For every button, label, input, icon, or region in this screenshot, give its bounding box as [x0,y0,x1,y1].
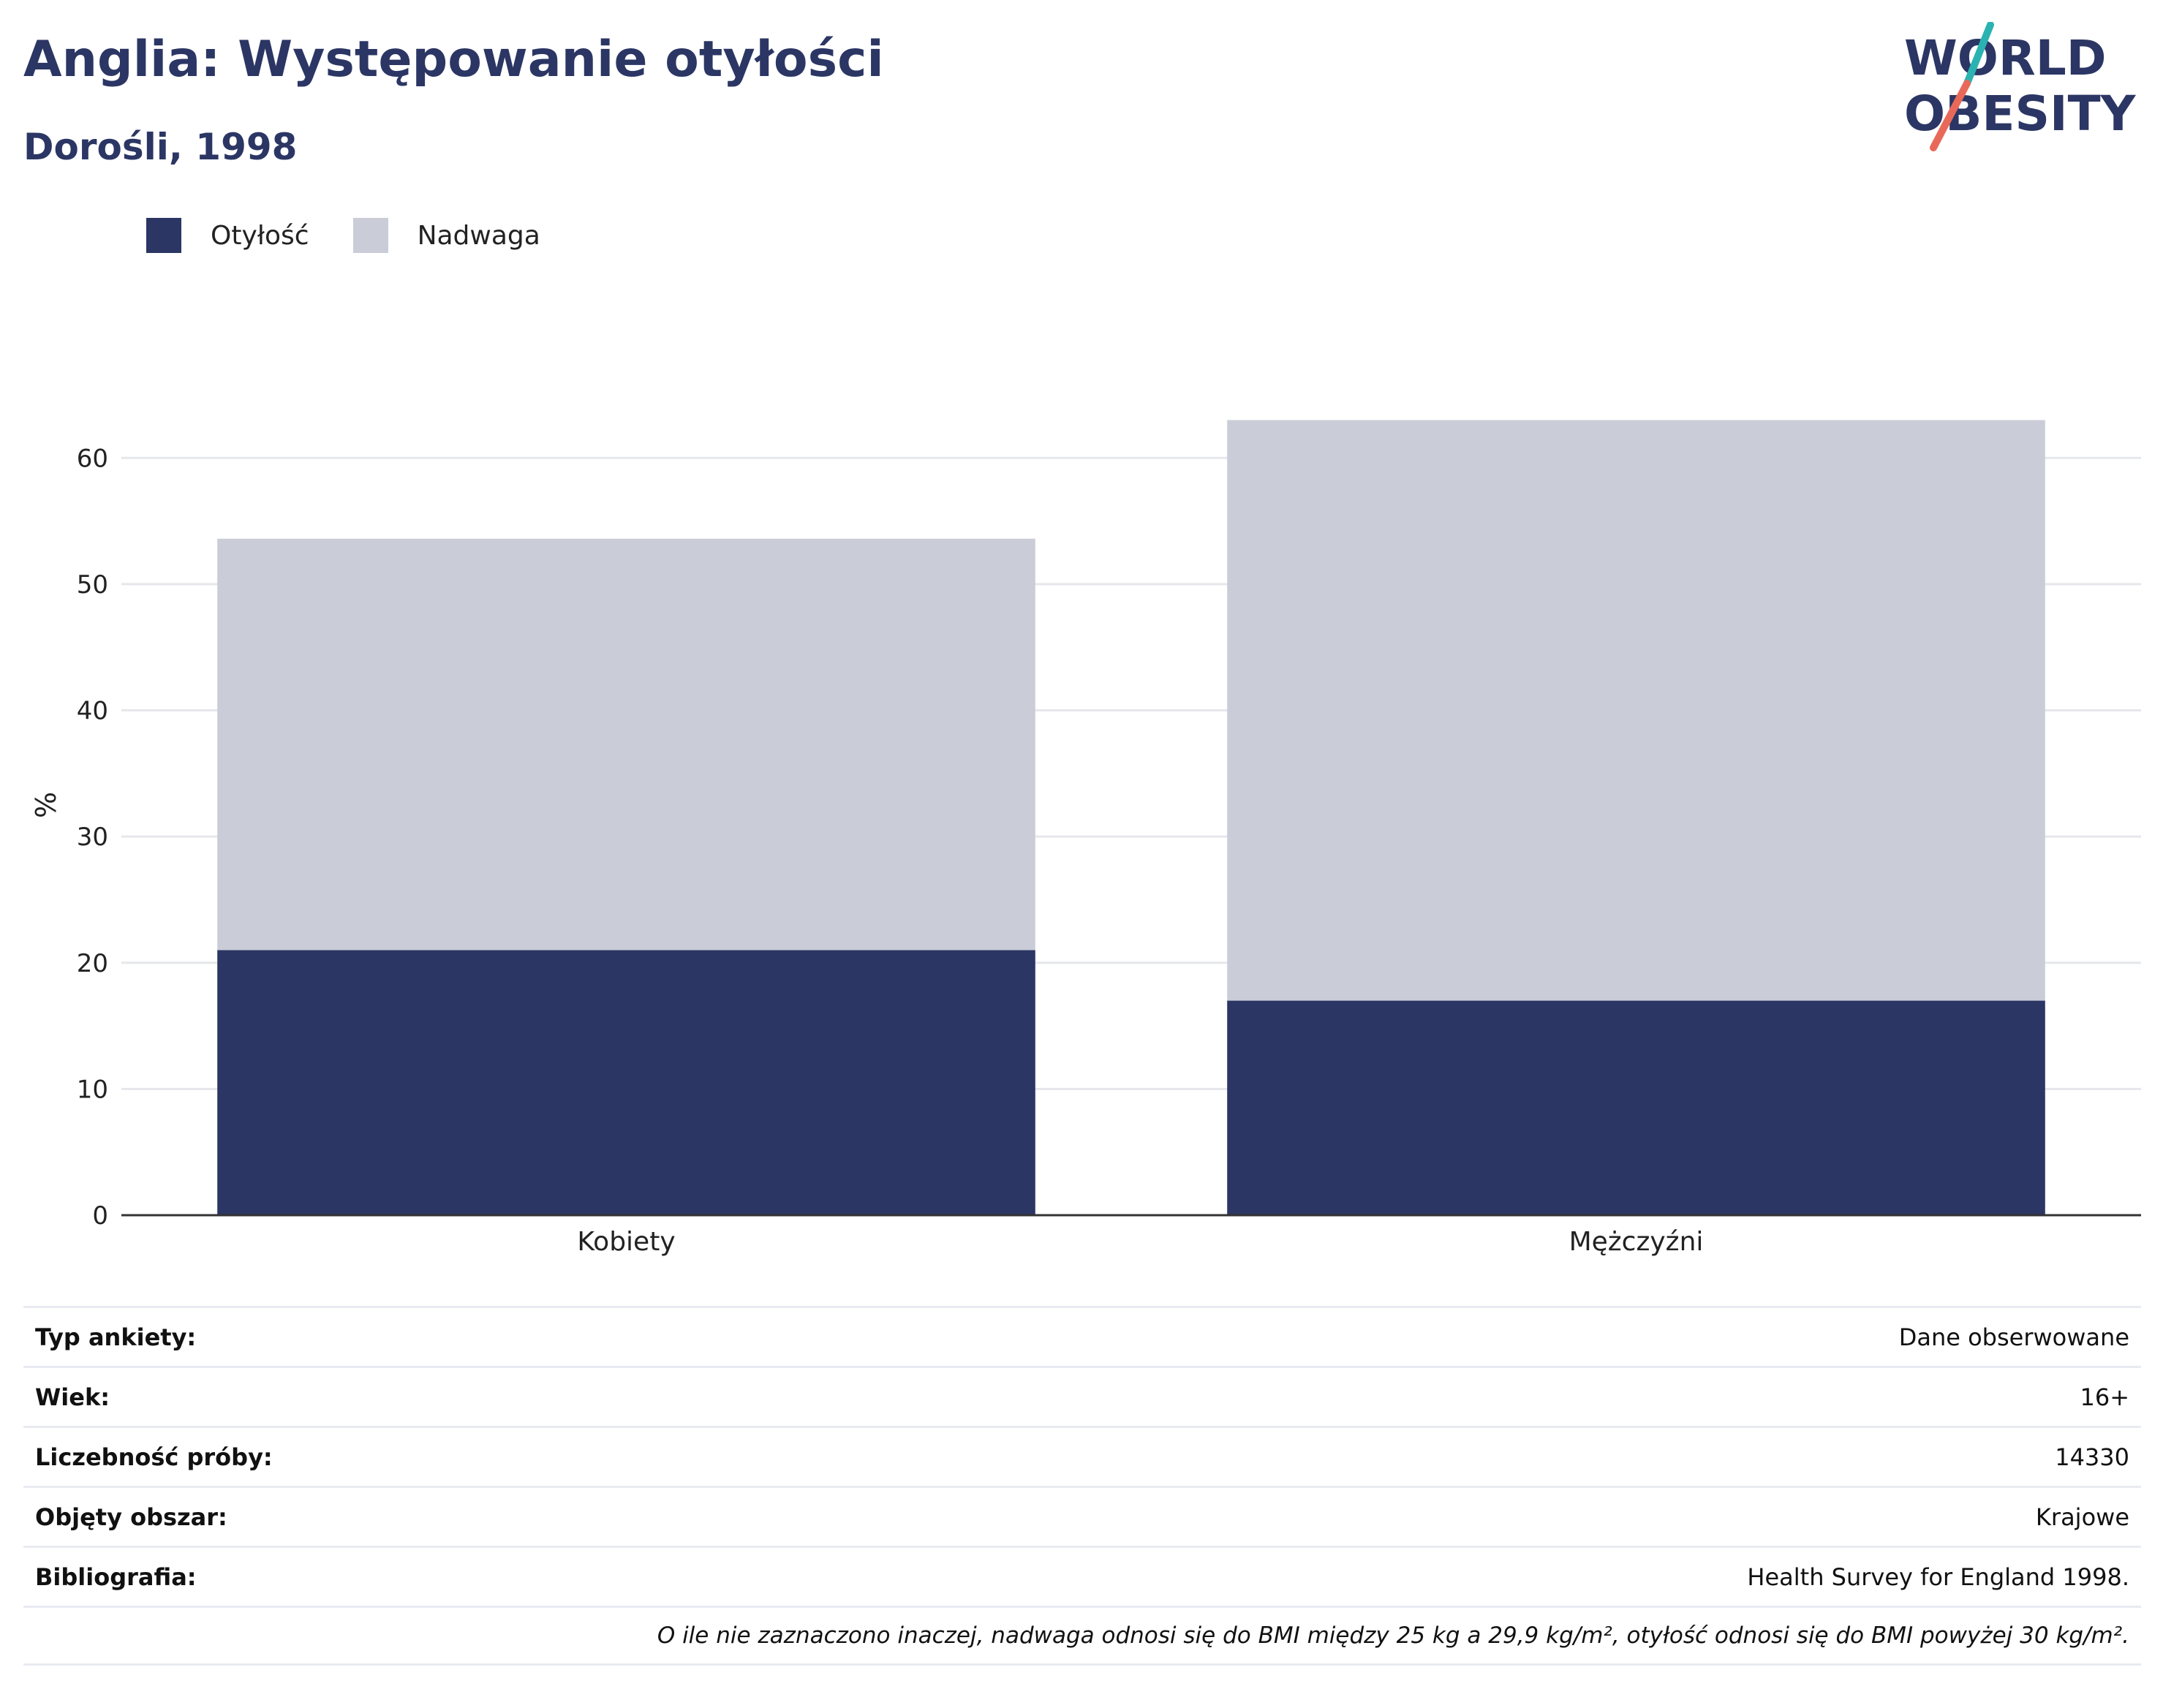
info-value: 14330 [2055,1443,2129,1471]
world-obesity-logo: WORLD OBESITY [1904,22,2137,151]
info-table: Typ ankiety: Dane obserwowane Wiek: 16+ … [23,1306,2141,1666]
y-tick-label: 30 [77,823,108,852]
legend-label-overweight: Nadwaga [417,220,540,251]
chart-title: Anglia: Występowanie otyłości [23,31,884,88]
bar-obesity-1 [1227,1000,2045,1215]
info-label: Typ ankiety: [35,1323,197,1351]
logo-line-1: WORLD [1904,30,2107,86]
legend-label-obesity: Otyłość [211,220,309,251]
legend-swatch-obesity [146,218,181,253]
stacked-bar-chart: 0 10 20 30 40 50 60% Kobiety Mężczyźni [30,420,2141,1257]
info-value: Health Survey for England 1998. [1747,1562,2129,1591]
y-tick-label: 40 [77,697,108,726]
y-tick-label: 10 [77,1075,108,1104]
info-row-bibliography: Bibliografia: Health Survey for England … [23,1546,2141,1606]
legend-item-overweight[interactable]: Nadwaga [352,218,540,253]
logo-slash-top [1963,22,1994,87]
legend-swatch-overweight [352,218,388,253]
info-row-area: Objęty obszar: Krajowe [23,1486,2141,1546]
legend-item-obesity[interactable]: Otyłość [146,218,309,253]
info-label: Liczebność próby: [35,1443,273,1471]
info-row-survey-type: Typ ankiety: Dane obserwowane [23,1306,2141,1366]
info-value: Krajowe [2035,1503,2129,1531]
y-tick-label: 60 [77,444,108,473]
info-row-sample-size: Liczebność próby: 14330 [23,1426,2141,1486]
info-value: 16+ [2080,1383,2129,1411]
footnote: O ile nie zaznaczono inaczej, nadwaga od… [23,1606,2141,1666]
y-axis-label: % [30,792,62,818]
x-tick-label: Kobiety [577,1227,675,1257]
info-label: Wiek: [35,1383,110,1411]
info-label: Bibliografia: [35,1562,197,1591]
logo-slash-bottom [1930,80,1971,151]
bar-overweight-1 [1227,420,2045,1001]
info-row-age: Wiek: 16+ [23,1366,2141,1426]
bar-obesity-0 [217,950,1035,1215]
y-tick-label: 0 [92,1201,108,1231]
y-tick-label: 20 [77,949,108,978]
bar-overweight-0 [217,538,1035,951]
chart-legend: Otyłość Nadwaga [146,218,584,253]
info-value: Dane obserwowane [1898,1323,2129,1351]
info-label: Objęty obszar: [35,1503,227,1531]
chart-subtitle: Dorośli, 1998 [23,126,298,168]
x-tick-label: Mężczyźni [1569,1227,1704,1257]
y-tick-label: 50 [77,570,108,600]
footnote-text: O ile nie zaznaczono inaczej, nadwaga od… [657,1622,2129,1649]
